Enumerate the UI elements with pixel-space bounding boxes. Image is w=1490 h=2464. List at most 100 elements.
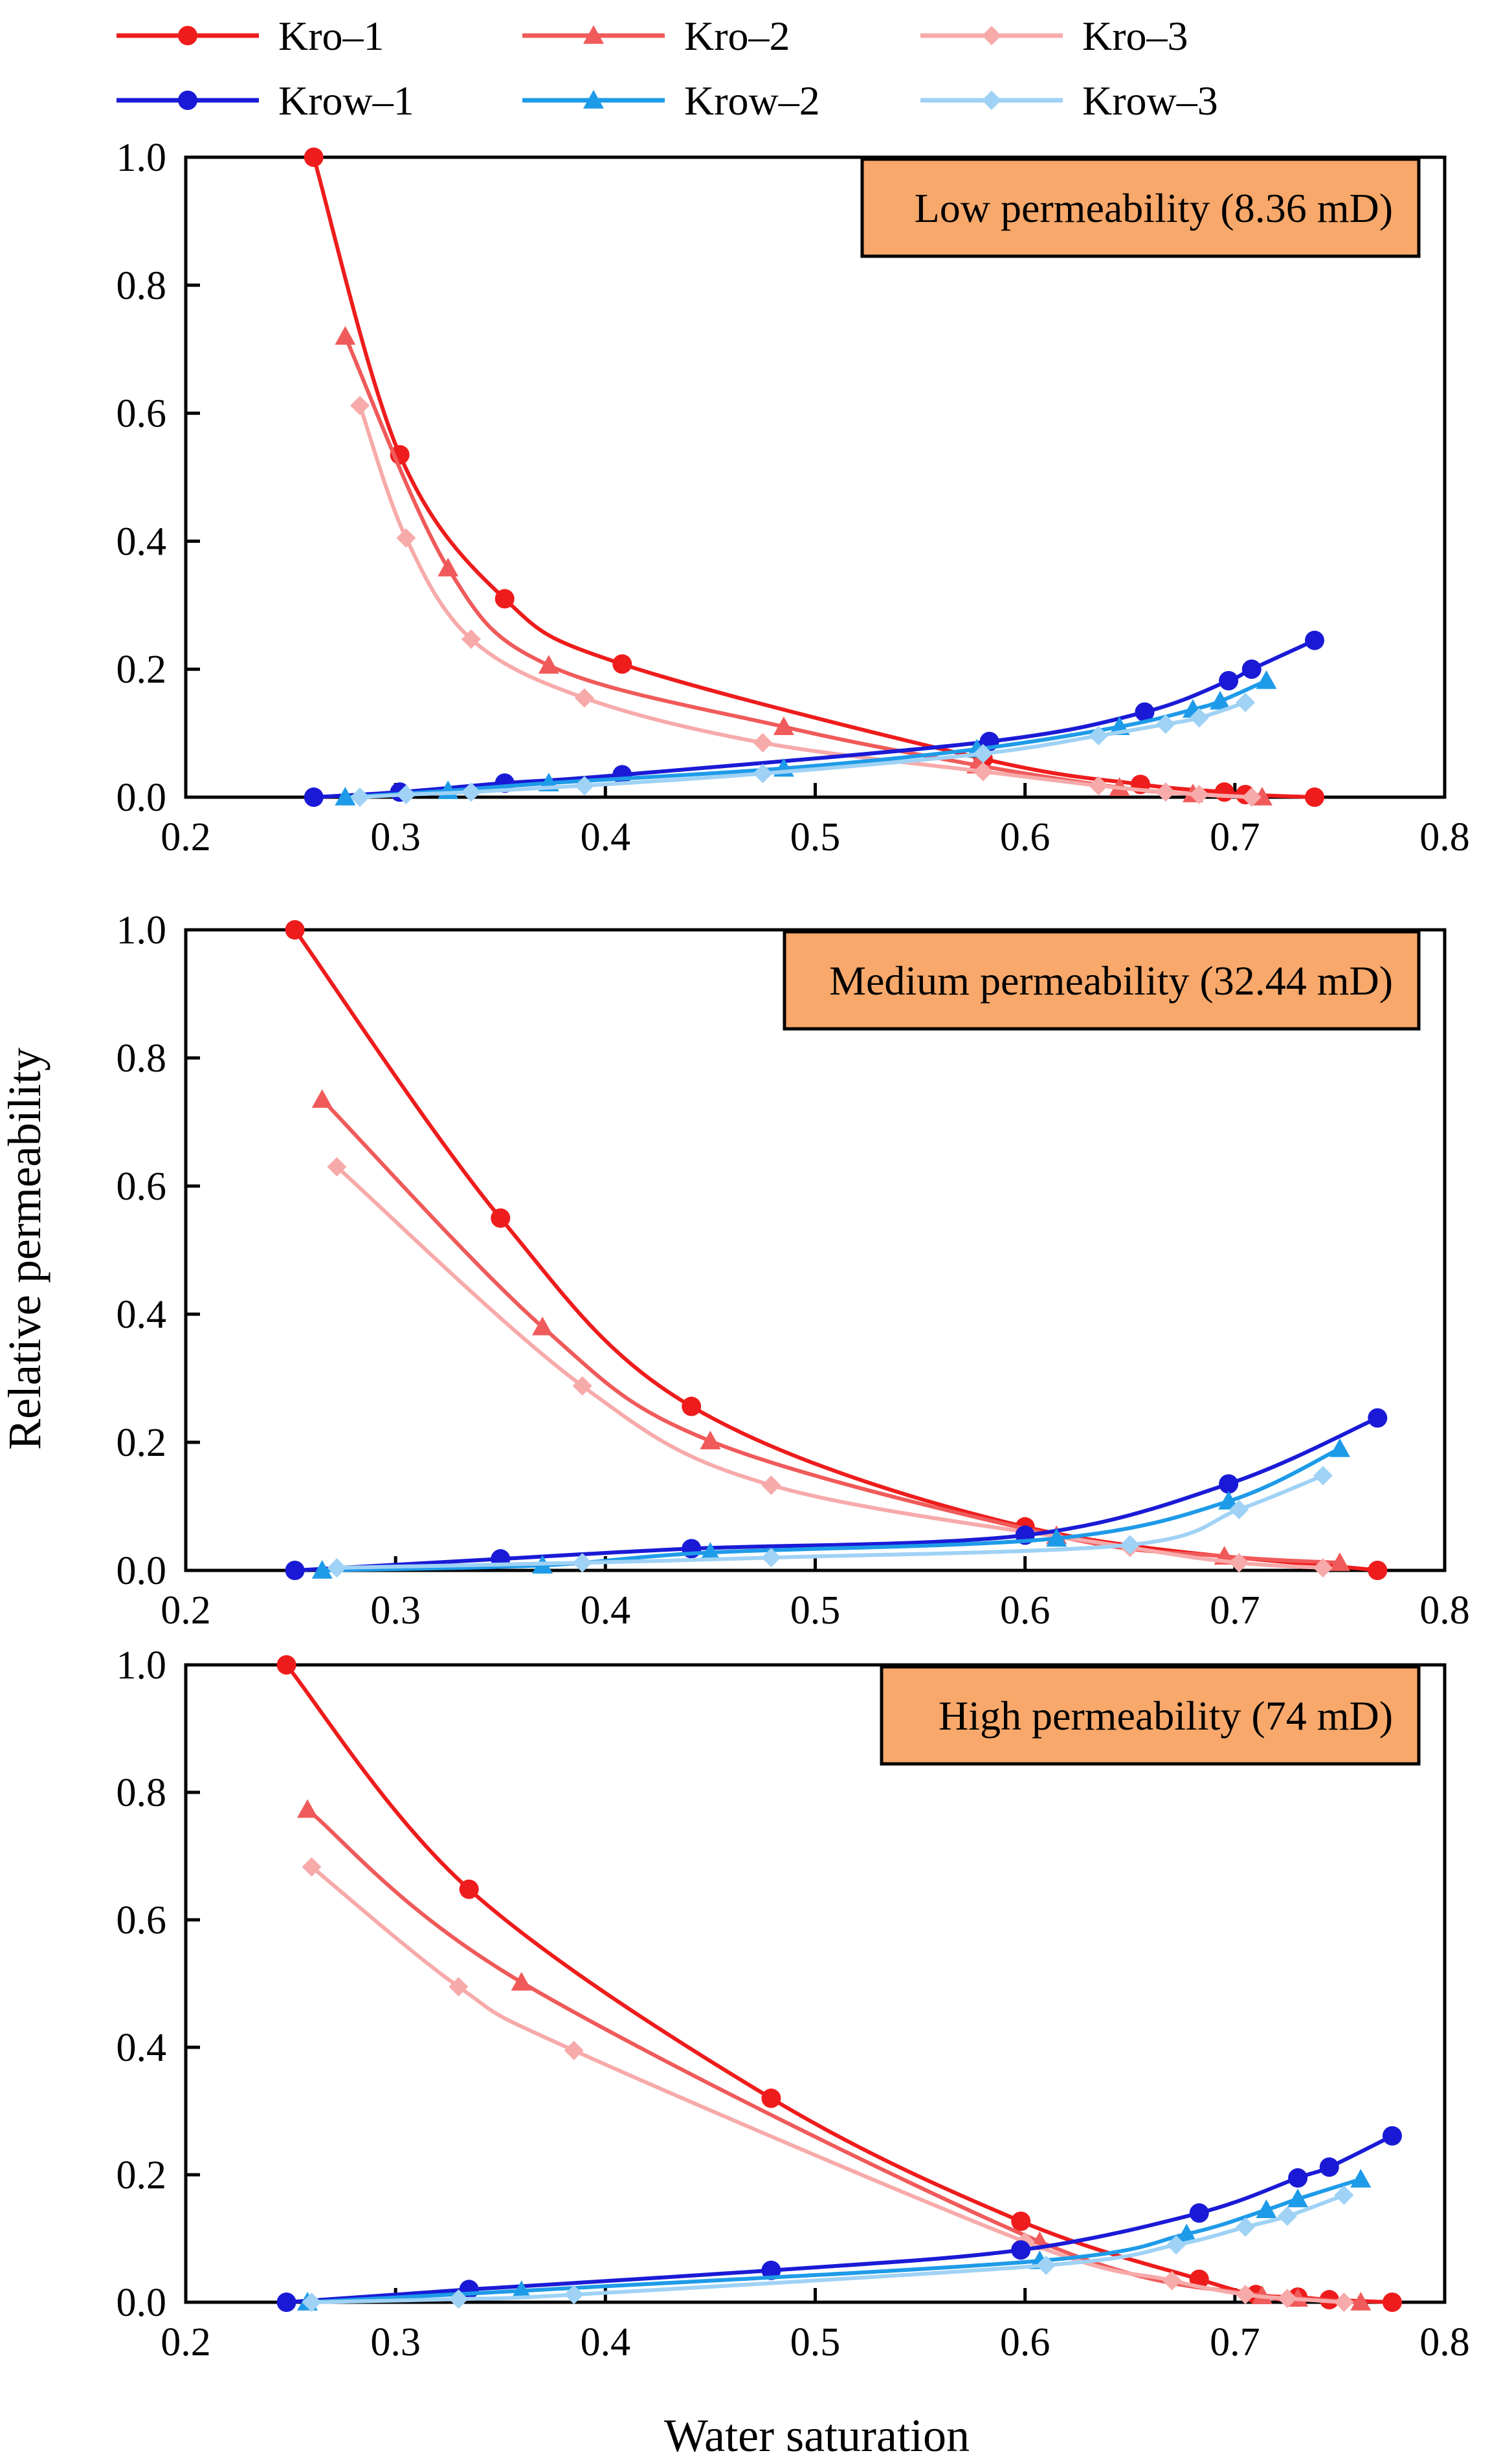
x-tick-label: 0.4	[581, 1589, 631, 1633]
series-kro-3	[327, 1157, 1333, 1578]
x-tick-label: 0.6	[1000, 815, 1051, 859]
series-krow-3	[350, 692, 1256, 807]
data-point	[1350, 2292, 1372, 2311]
legend-label: Krow–3	[1082, 78, 1218, 124]
data-point	[574, 688, 594, 708]
legend-entry-krow-1: Krow–1	[117, 78, 414, 124]
data-point	[511, 2280, 532, 2300]
data-point	[1334, 2185, 1354, 2205]
data-point	[1382, 2126, 1402, 2146]
data-point	[1305, 630, 1325, 650]
data-point	[1176, 2223, 1197, 2243]
data-point	[304, 148, 324, 167]
y-axis-title: Relative permeability	[0, 1048, 50, 1450]
x-tick-label: 0.3	[370, 2320, 421, 2364]
data-point	[302, 2293, 322, 2312]
data-point	[304, 787, 324, 807]
y-tick-label: 1.0	[117, 136, 167, 180]
data-point	[973, 743, 993, 764]
data-point	[1229, 1553, 1249, 1573]
legend-marker	[982, 26, 1001, 45]
data-point	[1382, 2293, 1402, 2312]
y-tick-label: 0.8	[117, 1037, 167, 1081]
data-point	[1319, 2157, 1339, 2177]
data-point	[1214, 782, 1234, 802]
x-tick-label: 0.5	[790, 815, 841, 859]
data-point	[1210, 690, 1231, 710]
legend-label: Kro–3	[1082, 13, 1188, 59]
x-tick-label: 0.2	[161, 2320, 211, 2364]
x-tick-label: 0.8	[1419, 2320, 1470, 2364]
x-tick-label: 0.4	[581, 2320, 631, 2364]
data-point	[1313, 1558, 1333, 1578]
data-point	[1135, 702, 1155, 722]
y-tick-label: 0.4	[117, 1293, 167, 1337]
data-point	[276, 2293, 296, 2312]
data-point	[335, 325, 356, 345]
data-point	[396, 528, 416, 548]
y-tick-label: 0.2	[117, 2153, 167, 2197]
data-point	[700, 1542, 721, 1561]
legend-marker	[583, 90, 604, 109]
data-point	[350, 395, 370, 415]
data-point	[350, 787, 370, 807]
legend-label: Krow–1	[278, 78, 414, 124]
panel-label-box	[783, 930, 1421, 1031]
legend-marker	[982, 91, 1001, 110]
data-point	[1162, 2271, 1182, 2291]
data-point	[1241, 659, 1262, 679]
legend-entry-kro-2: Kro–2	[522, 13, 790, 59]
data-point	[1218, 1491, 1240, 1510]
data-point	[538, 655, 559, 674]
data-point	[1219, 1474, 1239, 1494]
data-point	[1011, 2240, 1031, 2260]
data-point	[532, 1316, 553, 1336]
panel-label-box	[880, 1665, 1421, 1766]
data-point	[1189, 2203, 1209, 2223]
data-point	[1241, 787, 1262, 807]
data-point	[1287, 2188, 1309, 2208]
data-point	[302, 1857, 322, 1877]
data-point	[396, 785, 416, 805]
legend-entry-kro-1: Kro–1	[117, 13, 384, 59]
x-tick-label: 0.3	[370, 815, 421, 859]
legend-entry-krow-3: Krow–3	[920, 78, 1218, 124]
data-point	[753, 764, 773, 784]
data-point	[335, 787, 356, 806]
x-tick-label: 0.8	[1419, 815, 1470, 859]
data-point	[761, 1548, 781, 1568]
series-line	[335, 1165, 1324, 1570]
data-point	[1189, 785, 1209, 805]
y-tick-label: 0.2	[117, 648, 167, 692]
data-point	[449, 1977, 469, 1997]
data-point	[612, 654, 632, 674]
panel-1: 0.2 0.3 0.4 0.5 0.6 0.7 0.80.00.20.40.60.81.0L…	[117, 136, 1470, 859]
data-point	[753, 732, 773, 753]
data-point	[572, 1376, 592, 1396]
data-point	[1155, 714, 1175, 734]
data-point	[459, 1879, 479, 1899]
data-point	[1089, 726, 1109, 746]
legend-label: Krow–2	[684, 78, 820, 124]
data-point	[574, 776, 594, 796]
data-point	[773, 716, 794, 736]
panel-2: 0.2 0.3 0.4 0.5 0.6 0.7 0.80.00.20.40.60.81.0M…	[117, 908, 1470, 1633]
data-point	[1368, 1561, 1388, 1580]
data-point	[1089, 776, 1109, 796]
series-line	[358, 404, 1252, 799]
data-point	[1120, 1535, 1140, 1555]
data-point	[1011, 2211, 1031, 2231]
data-point	[1155, 782, 1175, 802]
data-point	[1288, 2168, 1308, 2188]
data-point	[682, 1396, 702, 1416]
y-tick-label: 0.6	[117, 392, 167, 436]
legend-entry-krow-2: Krow–2	[522, 78, 820, 124]
data-point	[1219, 671, 1239, 691]
series-line	[320, 1098, 1340, 1565]
legend: Kro–1 Kro–2 Kro–3 Krow–1 Krow–2 Krow–3	[117, 13, 1218, 124]
data-point	[327, 1558, 347, 1578]
x-tick-label: 0.5	[790, 1589, 841, 1633]
x-tick-label: 0.7	[1210, 2320, 1260, 2364]
data-point	[276, 1655, 296, 1675]
x-tick-label: 0.6	[1000, 1589, 1051, 1633]
